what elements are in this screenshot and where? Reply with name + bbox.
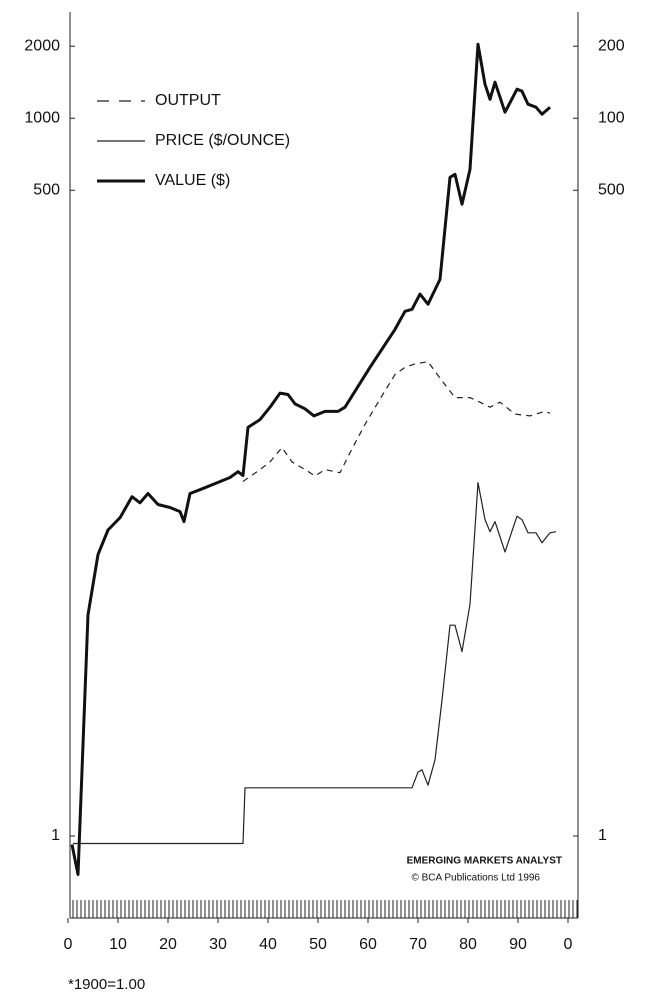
- x-tick-label: 50: [309, 936, 327, 953]
- x-tick-label: 30: [209, 936, 227, 953]
- source: © BCA Publications Ltd 1996: [411, 873, 540, 884]
- source: EMERGING MARKETS ANALYST: [407, 856, 562, 867]
- x-tick-label: 70: [409, 936, 427, 953]
- x-tick-label: 20: [159, 936, 177, 953]
- y2-tick-label: 1: [598, 827, 607, 844]
- x-tick-label: 90: [509, 936, 527, 953]
- y-tick-label: 500: [33, 181, 60, 198]
- x-tick-label: 40: [259, 936, 277, 953]
- y2-tick-label: 200: [598, 37, 625, 54]
- y2-tick-label: 100: [598, 109, 625, 126]
- series-line: [73, 482, 557, 845]
- x-tick-label: 0: [64, 936, 73, 953]
- y-tick-label: 2000: [24, 37, 60, 54]
- legend-label: VALUE ($): [155, 172, 230, 189]
- x-tick-label: 10: [109, 936, 127, 953]
- legend-label: PRICE ($/OUNCE): [155, 132, 290, 149]
- y2-tick-label: 500: [598, 181, 625, 198]
- series-line: [242, 361, 551, 482]
- legend-label: OUTPUT: [155, 92, 221, 109]
- x-tick-label: 0: [564, 936, 573, 953]
- series-line: [70, 42, 551, 876]
- x-tick-label: 60: [359, 936, 377, 953]
- y-tick-label: 1000: [24, 109, 60, 126]
- minor-tick-band: [70, 900, 578, 918]
- footnote: *1900=1.00: [68, 976, 145, 993]
- x-tick-label: 80: [459, 936, 477, 953]
- y-tick-label: 1: [51, 827, 60, 844]
